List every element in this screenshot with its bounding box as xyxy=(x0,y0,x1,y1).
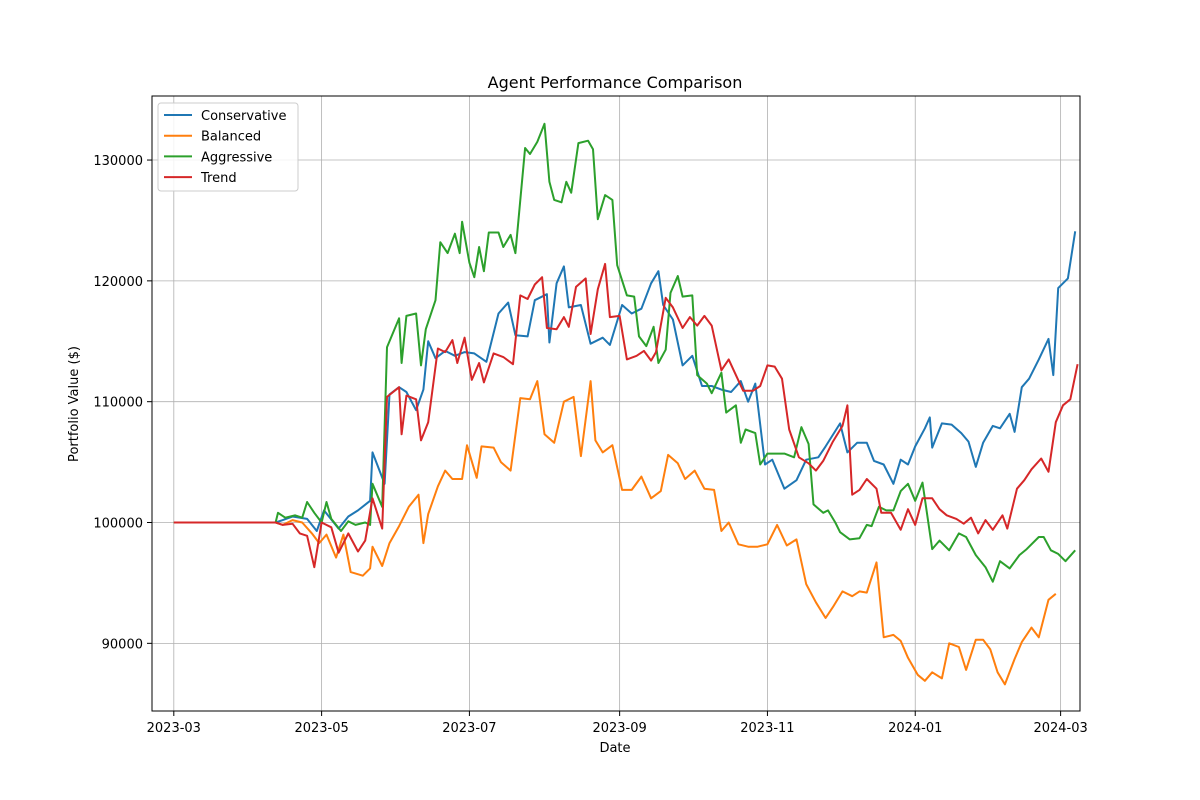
x-tick-label: 2023-09 xyxy=(592,721,646,736)
y-tick-label: 120000 xyxy=(93,275,143,290)
x-tick-label: 2024-01 xyxy=(888,721,942,736)
x-axis-ticks: 2023-03 2023-05 2023-07 2023-09 2023-11 2024-… xyxy=(147,711,1088,736)
y-tick-label: 90000 xyxy=(102,637,143,652)
y-axis-label: Portfolio Value ($) xyxy=(67,346,82,462)
legend-box xyxy=(157,102,299,192)
grid-lines xyxy=(152,96,1080,711)
x-tick-label: 2024-03 xyxy=(1033,721,1087,736)
legend-label: Conservative xyxy=(201,109,286,124)
y-axis-ticks: 90000 100000 110000 120000 130000 xyxy=(93,154,152,652)
legend-label: Balanced xyxy=(201,130,261,145)
x-tick-label: 2023-05 xyxy=(294,721,348,736)
legend-label: Trend xyxy=(200,171,237,186)
x-axis-label: Date xyxy=(599,741,630,756)
y-tick-label: 110000 xyxy=(93,396,143,411)
legend-label: Aggressive xyxy=(201,150,272,165)
series-line-balanced xyxy=(173,380,1057,686)
plot-frame xyxy=(151,95,1081,712)
series-line-aggressive xyxy=(173,122,1076,583)
y-tick-label: 130000 xyxy=(93,154,143,169)
x-tick-label: 2023-07 xyxy=(442,721,496,736)
y-tick-label: 100000 xyxy=(93,517,143,532)
x-tick-label: 2023-11 xyxy=(740,721,794,736)
chart-title: Agent Performance Comparison xyxy=(488,73,743,92)
series-line-conservative xyxy=(173,231,1077,532)
series-lines xyxy=(173,122,1079,686)
series-line-trend xyxy=(173,262,1079,569)
legend: Conservative Balanced Aggressive Trend xyxy=(157,102,299,192)
x-tick-label: 2023-03 xyxy=(147,721,201,736)
